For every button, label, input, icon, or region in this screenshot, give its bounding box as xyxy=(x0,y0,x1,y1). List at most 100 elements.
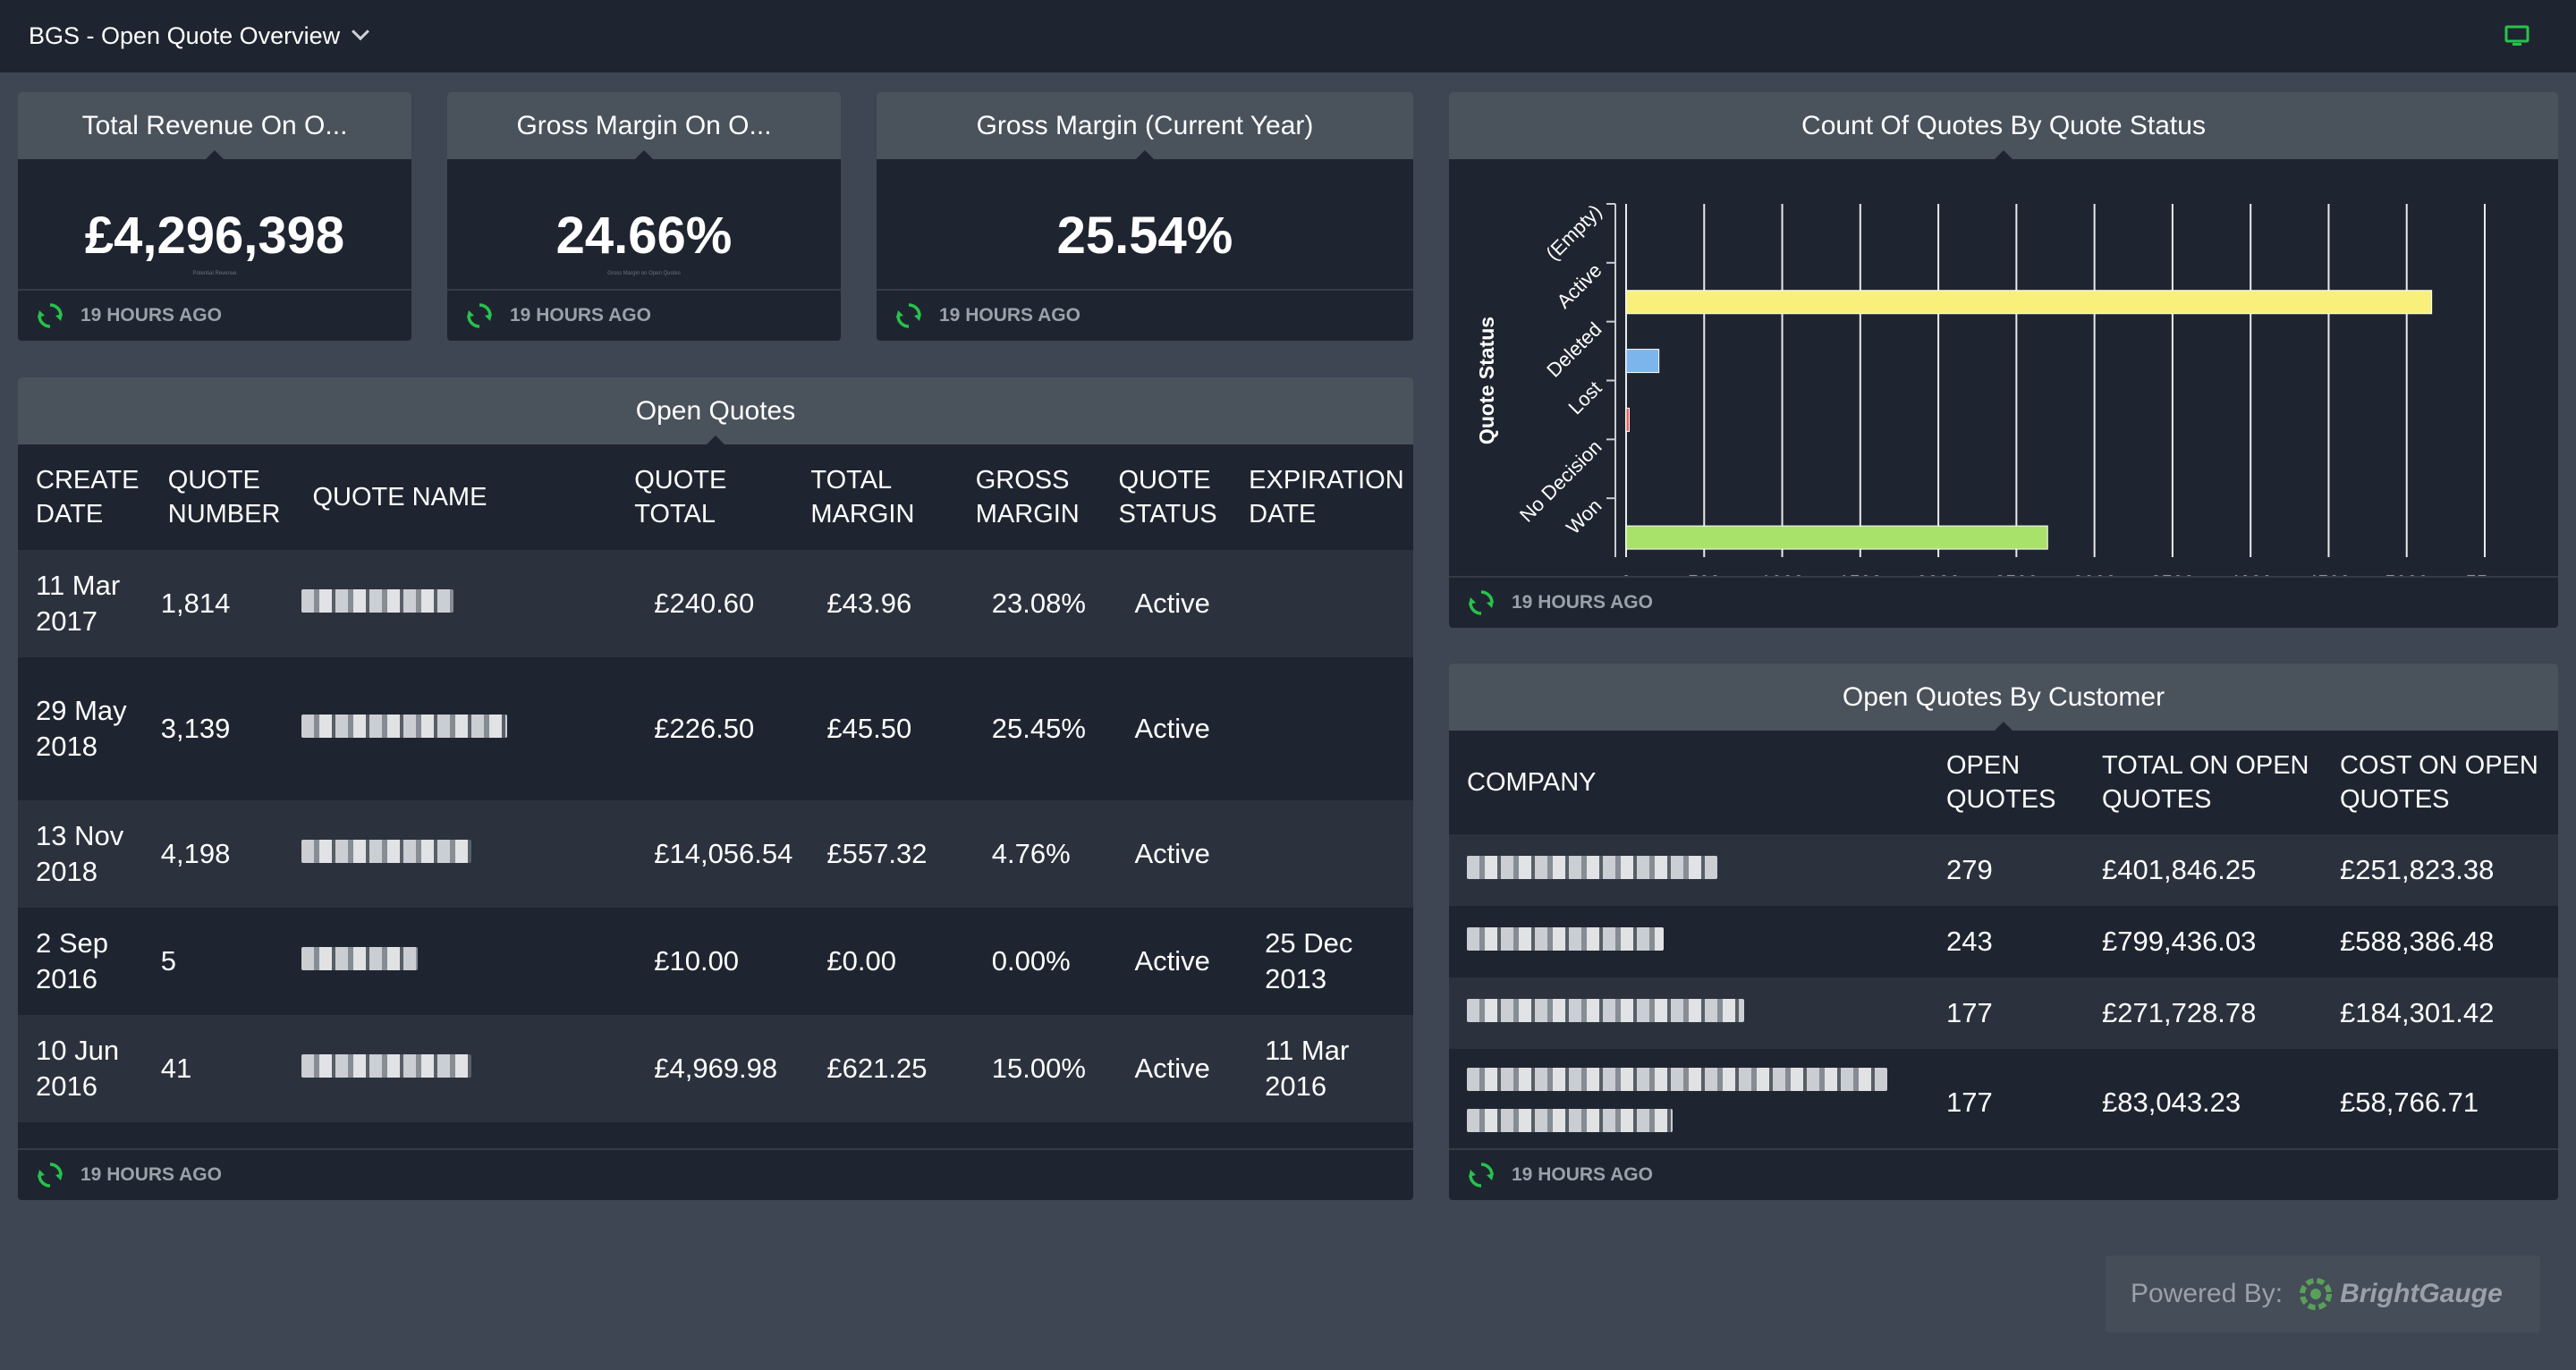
x-tick-label: 2000 xyxy=(1917,571,1961,576)
last-updated: 19 HOURS AGO xyxy=(510,305,651,326)
cost-on-open-quotes: £58,766.71 xyxy=(2322,1049,2558,1148)
company-name-redacted xyxy=(1467,927,1664,951)
chevron-down-icon xyxy=(352,21,370,40)
kpi-value: £4,296,398 xyxy=(84,206,345,265)
refresh-icon[interactable] xyxy=(894,301,923,330)
kpi-caption: Potential Revenue xyxy=(192,271,237,276)
column-header[interactable]: QUOTE STATUS xyxy=(1100,444,1232,550)
quote-status-bar-chart[interactable]: 0 500 1000 1500 2000 2500 3000 3500 4000 4500 5000… xyxy=(1449,159,2558,576)
kpi-total-revenue[interactable]: Total Revenue On O... £4,296,398 Potenti… xyxy=(18,92,411,341)
quote-name-redacted xyxy=(301,1054,472,1078)
monitor-icon[interactable] xyxy=(2504,23,2529,48)
open-quotes-table-wrap[interactable]: CREATE DATE QUOTE NUMBER QUOTE NAME QUOT… xyxy=(18,444,1413,1148)
table-row[interactable]: 177 £271,728.78 £184,301.42 xyxy=(1449,977,2558,1049)
quote-total: £240.60 xyxy=(616,550,793,657)
widget-title: Gross Margin On O... xyxy=(447,92,841,160)
table-row[interactable]: 243 £799,436.03 £588,386.48 xyxy=(1449,906,2558,977)
refresh-icon[interactable] xyxy=(1467,588,1496,617)
column-header[interactable]: QUOTE NAME xyxy=(294,444,617,550)
column-header[interactable]: QUOTE NUMBER xyxy=(149,444,295,550)
total-margin: £43.96 xyxy=(792,550,958,657)
widget-title: Total Revenue On O... xyxy=(18,92,411,160)
column-header[interactable]: TOTAL MARGIN xyxy=(792,444,958,550)
company-name-redacted xyxy=(1467,999,1744,1022)
column-header[interactable]: TOTAL ON OPEN QUOTES xyxy=(2084,731,2322,834)
quote-status-chart-widget[interactable]: Count Of Quotes By Quote Status 0 500 1000… xyxy=(1449,92,2558,628)
column-header[interactable]: CREATE DATE xyxy=(18,444,150,550)
x-tick-label: 0 xyxy=(1621,571,1631,576)
kpi-value: 25.54% xyxy=(1056,206,1233,265)
total-margin: £45.50 xyxy=(792,657,958,800)
create-date: 10 Jun 2016 xyxy=(18,1015,150,1122)
x-tick-label: 55... xyxy=(2466,571,2504,576)
quote-total: £4,969.98 xyxy=(616,1015,793,1122)
quote-name-redacted xyxy=(301,589,454,613)
table-row[interactable]: 29 May 2018 3,139 £226.50 £45.50 25.45% … xyxy=(18,657,1413,800)
dashboard-title: BGS - Open Quote Overview xyxy=(29,22,341,49)
quote-status: Active xyxy=(1100,1015,1232,1122)
widget-footer: 19 HOURS AGO xyxy=(877,289,1413,341)
refresh-icon[interactable] xyxy=(36,301,64,330)
table-row[interactable]: 11 Mar 2017 1,814 £240.60 £43.96 23.08% … xyxy=(18,550,1413,657)
cost-on-open-quotes: £251,823.38 xyxy=(2322,834,2558,906)
total-margin: £621.25 xyxy=(792,1015,958,1122)
total-on-open-quotes: £401,846.25 xyxy=(2084,834,2322,906)
column-header[interactable]: COST ON OPEN QUOTES xyxy=(2322,731,2558,834)
refresh-icon[interactable] xyxy=(465,301,494,330)
x-tick-label: 4500 xyxy=(2307,571,2351,576)
quote-status: Active xyxy=(1100,800,1232,908)
column-header[interactable]: QUOTE TOTAL xyxy=(616,444,793,550)
x-tick-label: 5000 xyxy=(2385,571,2428,576)
table-row[interactable]: 177 £83,043.23 £58,766.71 xyxy=(1449,1049,2558,1148)
refresh-icon[interactable] xyxy=(36,1161,64,1189)
brightgauge-logo-icon xyxy=(2300,1278,2333,1310)
quote-status: Active xyxy=(1100,550,1232,657)
table-row[interactable]: 279 £401,846.25 £251,823.38 xyxy=(1449,834,2558,906)
total-on-open-quotes: £799,436.03 xyxy=(2084,906,2322,977)
expiration-date xyxy=(1231,800,1413,908)
quote-status: Active xyxy=(1100,657,1232,800)
category-label: (Empty) xyxy=(1541,200,1606,265)
quote-total: £14,056.54 xyxy=(616,800,793,908)
widget-footer: 19 HOURS AGO xyxy=(18,1148,1413,1200)
bar xyxy=(1625,407,1630,432)
bar xyxy=(1625,349,1660,374)
create-date: 2 Sep 2016 xyxy=(18,908,150,1015)
x-tick-label: 500 xyxy=(1688,571,1721,576)
category-label: Lost xyxy=(1563,376,1606,419)
gross-margin: 25.45% xyxy=(957,657,1101,800)
customers-table-wrap[interactable]: COMPANY OPEN QUOTES TOTAL ON OPEN QUOTES… xyxy=(1449,731,2558,1148)
quote-name-redacted xyxy=(301,840,472,863)
widget-title: Open Quotes xyxy=(18,377,1413,445)
widget-title: Open Quotes By Customer xyxy=(1449,664,2558,732)
category-label: Active xyxy=(1552,259,1606,313)
gross-margin: 23.08% xyxy=(957,550,1101,657)
column-header[interactable]: GROSS MARGIN xyxy=(957,444,1101,550)
column-header[interactable]: OPEN QUOTES xyxy=(1928,731,2084,834)
powered-by-badge[interactable]: Powered By: BrightGauge xyxy=(2106,1256,2540,1332)
kpi-gross-margin-current-year[interactable]: Gross Margin (Current Year) 25.54% 19 HO… xyxy=(877,92,1413,341)
customers-widget[interactable]: Open Quotes By Customer COMPANY OPEN QUO… xyxy=(1449,664,2558,1200)
table-row[interactable]: 13 Nov 2018 4,198 £14,056.54 £557.32 4.7… xyxy=(18,800,1413,908)
quote-number: 4,198 xyxy=(149,800,295,908)
kpi-value: 24.66% xyxy=(555,206,733,265)
create-date: 29 May 2018 xyxy=(18,657,150,800)
quote-name-redacted xyxy=(301,947,419,970)
open-quotes-widget[interactable]: Open Quotes CREATE DATE QUOTE NUMBER QUO… xyxy=(18,377,1413,1200)
kpi-gross-margin-open[interactable]: Gross Margin On O... 24.66% Gross Margin… xyxy=(447,92,841,341)
bar xyxy=(1625,525,2048,550)
table-row[interactable]: 2 Sep 2016 5 £10.00 £0.00 0.00% Active 2… xyxy=(18,908,1413,1015)
expiration-date xyxy=(1231,657,1413,800)
open-quotes-count: 177 xyxy=(1928,977,2084,1049)
gross-margin: 15.00% xyxy=(957,1015,1101,1122)
column-header[interactable]: COMPANY xyxy=(1449,731,1928,834)
refresh-icon[interactable] xyxy=(1467,1161,1496,1189)
column-header[interactable]: EXPIRATION DATE xyxy=(1231,444,1413,550)
x-tick-label: 1000 xyxy=(1760,571,1804,576)
widget-footer: 19 HOURS AGO xyxy=(18,289,411,341)
table-row[interactable]: 10 Jun 2016 41 £4,969.98 £621.25 15.00% … xyxy=(18,1015,1413,1122)
dashboard-selector[interactable]: BGS - Open Quote Overview xyxy=(29,21,370,50)
widget-footer: 19 HOURS AGO xyxy=(1449,1148,2558,1200)
open-quotes-count: 243 xyxy=(1928,906,2084,977)
widget-title: Count Of Quotes By Quote Status xyxy=(1449,92,2558,160)
